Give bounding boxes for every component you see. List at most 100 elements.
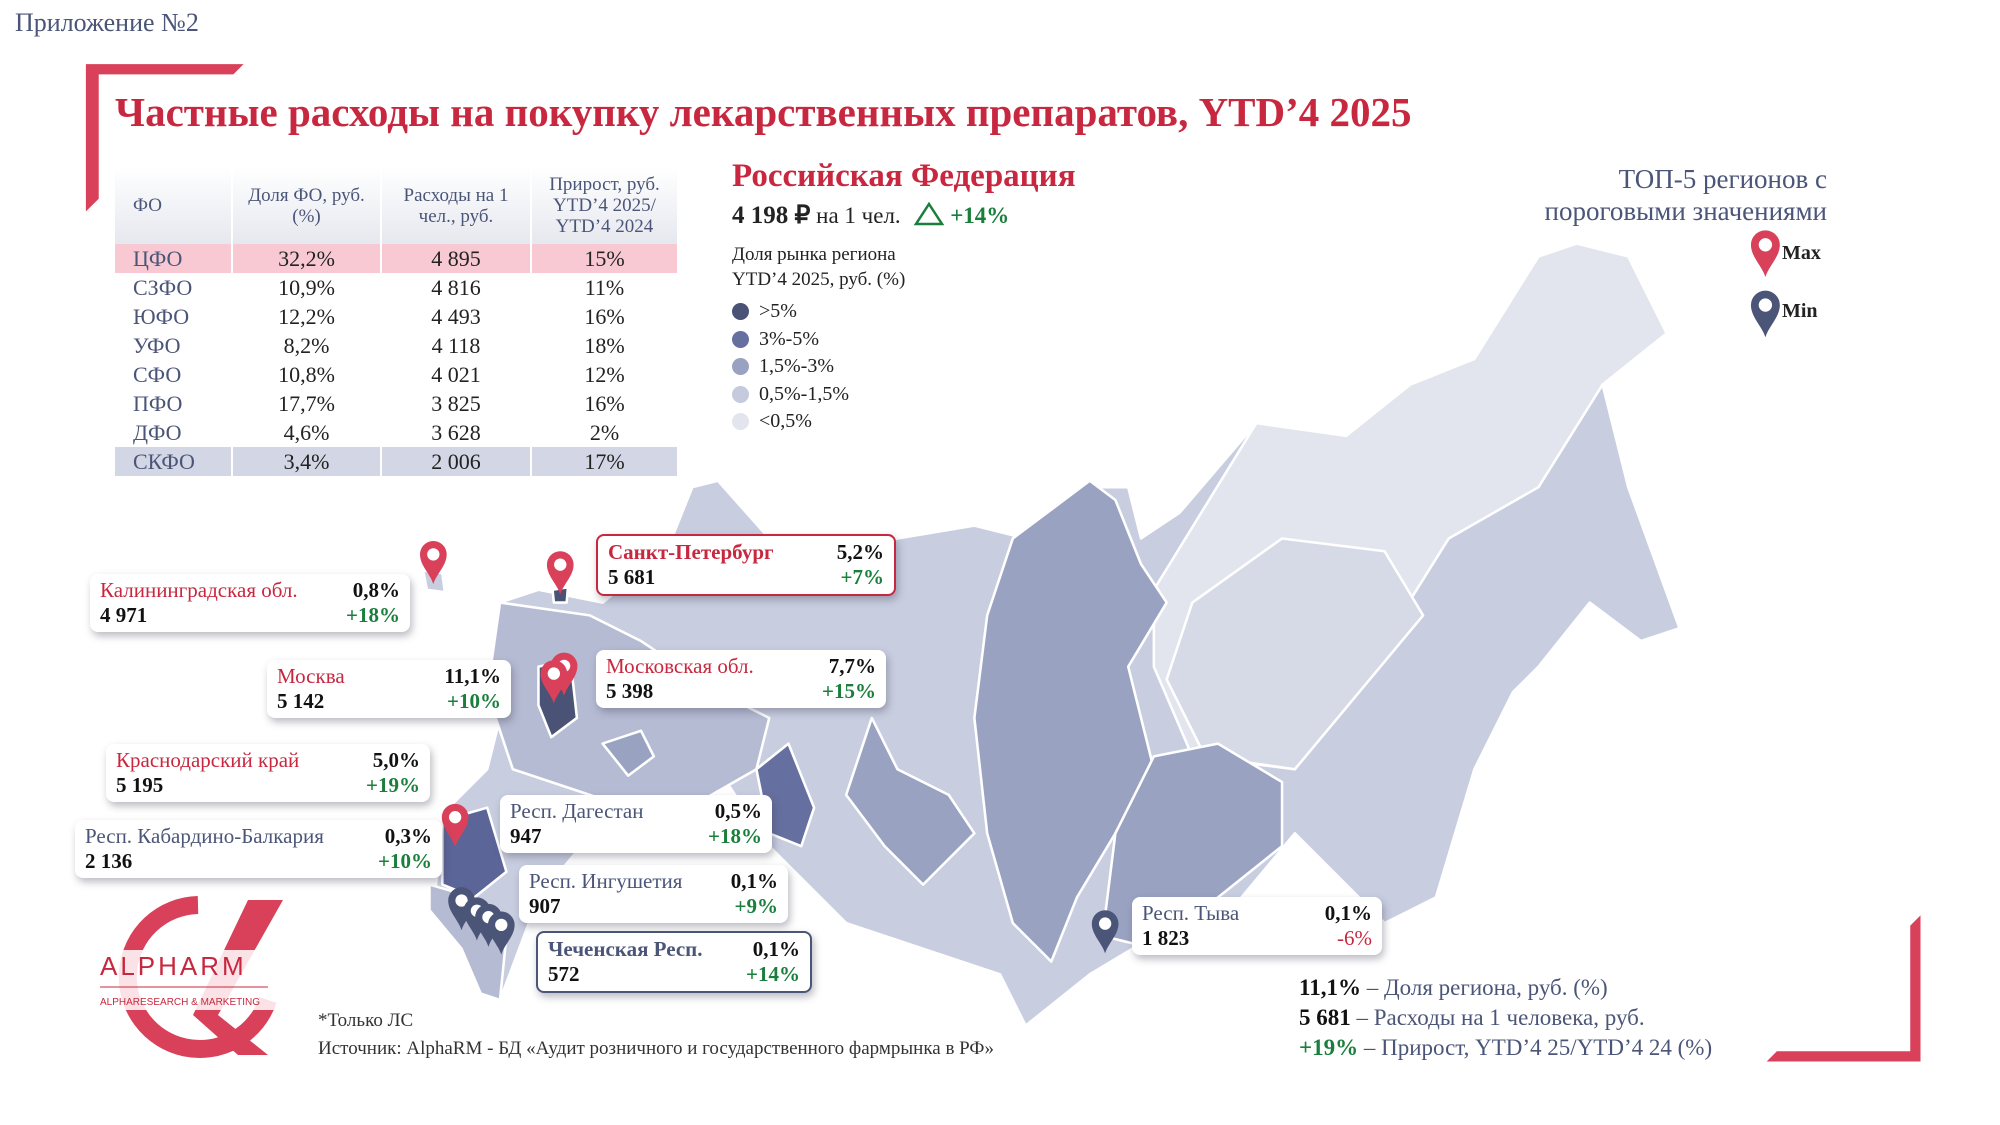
column-header-growth: Прирост, руб. YTD’4 2025/ YTD’4 2024: [531, 167, 679, 244]
key-item: 5 681 – Расходы на 1 человека, руб.: [1299, 1005, 1645, 1031]
legend-item: 1,5%-3%: [732, 355, 834, 378]
max-legend-pin-icon: [1750, 230, 1780, 278]
region-callout: Чеченская Респ. 0,1% 572 +14%: [536, 931, 812, 993]
legend-title-line: YTD’4 2025, руб. (%): [732, 269, 906, 290]
fo-cell: СКФО: [115, 447, 233, 476]
region-growth: +10%: [447, 689, 501, 713]
region-name: Респ. Ингушетия: [529, 869, 683, 893]
russia-growth: +14%: [950, 203, 1010, 228]
legend-swatch-icon: [732, 413, 749, 430]
region-name: Респ. Дагестан: [510, 799, 644, 823]
region-growth: -6%: [1337, 926, 1372, 950]
map-region-tatarstan: [601, 729, 656, 777]
key-item: 11,1% – Доля региона, руб. (%): [1299, 975, 1608, 1001]
legend-title: Доля рынка региона YTD’4 2025, руб. (%): [732, 242, 905, 292]
region-growth: +18%: [708, 824, 762, 848]
key-text: – Доля региона, руб. (%): [1366, 975, 1608, 1000]
region-spend: 5 195: [116, 773, 164, 797]
region-growth: +18%: [346, 603, 400, 627]
map-region-yakutia: [1165, 537, 1425, 771]
region-growth: +10%: [378, 849, 432, 873]
growth-triangle-icon: [914, 201, 945, 226]
corner-bracket-bottom-right: [1766, 915, 1921, 1062]
spend-cell: 4 021: [381, 360, 532, 389]
fo-cell: ЮФО: [115, 302, 233, 331]
legend-label: 3%-5%: [759, 327, 819, 350]
table-header-row: ФО Доля ФО, руб. (%) Расходы на 1 чел., …: [115, 167, 679, 244]
top5-heading: ТОП-5 регионов с пороговыми значениями: [1545, 163, 1827, 227]
appendix-label: Приложение №2: [15, 8, 199, 37]
key-text: – Расходы на 1 человека, руб.: [1356, 1005, 1645, 1030]
legend-label: <0,5%: [759, 410, 812, 432]
map-region-west-siberia: [844, 716, 976, 886]
min-legend-pin-icon: [1750, 290, 1780, 338]
region-spend: 572: [548, 962, 580, 986]
region-share: 0,1%: [752, 937, 800, 961]
region-share: 11,1%: [444, 664, 501, 688]
growth-cell: 12%: [531, 360, 679, 389]
legend-label: >5%: [759, 300, 797, 322]
region-callout: Краснодарский край 5,0% 5 195 +19%: [106, 744, 430, 802]
top5-heading-line: ТОП-5 регионов с: [1618, 164, 1827, 194]
key-item: +19% – Прирост, YTD’4 25/YTD’4 24 (%): [1299, 1035, 1712, 1061]
fo-cell: ПФО: [115, 389, 233, 418]
table-row: СКФО 3,4% 2 006 17%: [115, 447, 679, 476]
legend-label: 1,5%-3%: [759, 355, 834, 377]
region-share: 0,5%: [714, 799, 762, 823]
logo-name: ALPHARM: [100, 951, 247, 981]
region-name: Санкт-Петербург: [608, 540, 774, 564]
table-row: СЗФО 10,9% 4 816 11%: [115, 273, 679, 302]
region-spend: 947: [510, 824, 542, 848]
region-callout: Калининградская обл. 0,8% 4 971 +18%: [90, 574, 410, 632]
table-row: УФО 8,2% 4 118 18%: [115, 331, 679, 360]
key-value: 11,1%: [1299, 975, 1361, 1000]
table-row: ЦФО 32,2% 4 895 15%: [115, 244, 679, 273]
key-text: – Прирост, YTD’4 25/YTD’4 24 (%): [1363, 1035, 1713, 1060]
growth-cell: 17%: [531, 447, 679, 476]
region-growth: +14%: [746, 962, 800, 986]
region-growth: +15%: [822, 679, 876, 703]
region-growth: +19%: [366, 773, 420, 797]
spend-cell: 3 825: [381, 389, 532, 418]
share-cell: 17,7%: [232, 389, 382, 418]
table-row: ДФО 4,6% 3 628 2%: [115, 418, 679, 447]
growth-cell: 11%: [531, 273, 679, 302]
legend-item: 3%-5%: [732, 328, 819, 351]
region-spend: 907: [529, 894, 561, 918]
fo-cell: УФО: [115, 331, 233, 360]
share-cell: 10,9%: [232, 273, 382, 302]
region-share: 0,8%: [352, 578, 400, 602]
region-share: 0,1%: [730, 869, 778, 893]
legend-item: <0,5%: [732, 410, 812, 433]
max-legend-label: Max: [1782, 242, 1821, 264]
legend-label: 0,5%-1,5%: [759, 382, 849, 405]
region-growth: +7%: [840, 565, 884, 589]
fo-cell: СЗФО: [115, 273, 233, 302]
region-callout: Респ. Дагестан 0,5% 947 +18%: [500, 795, 772, 853]
page-title: Частные расходы на покупку лекарственных…: [115, 89, 1412, 135]
region-callout: Московская обл. 7,7% 5 398 +15%: [596, 650, 886, 708]
russia-summary: 4 198 ₽ на 1 чел. +14%: [732, 200, 1009, 230]
region-spend: 1 823: [1142, 926, 1190, 950]
legend-swatch-icon: [732, 358, 749, 375]
alpharm-logo: ALPHARM ALPHARESEARCH & MARKETING: [98, 896, 298, 1058]
table-row: ЮФО 12,2% 4 493 16%: [115, 302, 679, 331]
legend-item: >5%: [732, 300, 797, 323]
table-row: ПФО 17,7% 3 825 16%: [115, 389, 679, 418]
region-name: Московская обл.: [606, 654, 754, 678]
region-share: 0,1%: [1324, 901, 1372, 925]
region-share: 5,2%: [836, 540, 884, 564]
russia-spend: 4 198 ₽: [732, 202, 811, 229]
region-callout: Респ. Ингушетия 0,1% 907 +9%: [519, 865, 788, 923]
share-cell: 4,6%: [232, 418, 382, 447]
legend-swatch-icon: [732, 330, 749, 348]
share-cell: 10,8%: [232, 360, 382, 389]
spend-cell: 4 493: [381, 302, 532, 331]
spend-cell: 4 816: [381, 273, 532, 302]
region-share: 7,7%: [828, 654, 876, 678]
growth-cell: 2%: [531, 418, 679, 447]
share-cell: 32,2%: [232, 244, 382, 273]
region-growth: +9%: [734, 894, 778, 918]
region-name: Краснодарский край: [116, 748, 300, 772]
region-name: Москва: [277, 664, 345, 688]
